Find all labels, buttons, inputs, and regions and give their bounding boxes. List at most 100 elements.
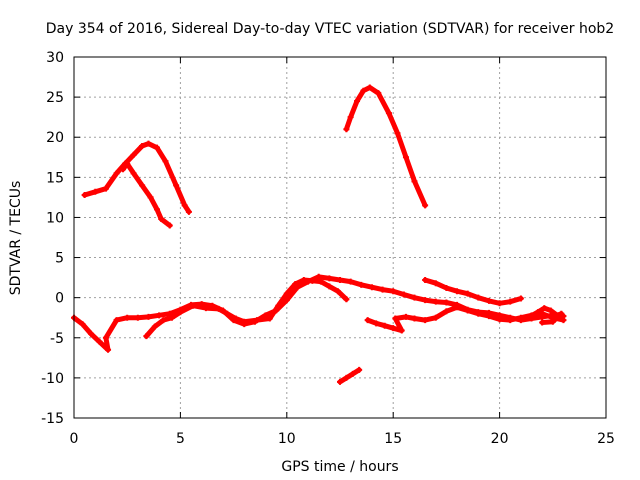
data-point bbox=[526, 313, 533, 320]
series-arc-e bbox=[143, 277, 350, 340]
data-point bbox=[475, 310, 482, 317]
y-tick-label: -15 bbox=[41, 411, 64, 427]
data-point bbox=[485, 297, 492, 304]
data-point bbox=[79, 321, 86, 328]
data-point bbox=[354, 98, 361, 105]
data-point bbox=[254, 317, 261, 324]
data-point bbox=[309, 277, 316, 284]
data-point bbox=[166, 222, 173, 229]
series-arc-a bbox=[81, 140, 192, 215]
data-point bbox=[275, 302, 282, 309]
data-point bbox=[145, 140, 152, 147]
data-point bbox=[443, 299, 450, 306]
data-point bbox=[549, 318, 556, 325]
data-point bbox=[411, 315, 418, 322]
x-tick-label: 15 bbox=[384, 431, 402, 447]
data-point bbox=[368, 284, 375, 291]
x-tick-label: 10 bbox=[278, 431, 296, 447]
series-line bbox=[337, 367, 362, 385]
data-point bbox=[432, 314, 439, 321]
series-line bbox=[422, 277, 524, 306]
x-tick-label: 0 bbox=[70, 431, 79, 447]
data-point bbox=[151, 323, 158, 330]
data-point bbox=[162, 158, 169, 165]
y-tick-label: 0 bbox=[55, 291, 64, 307]
data-point bbox=[432, 298, 439, 305]
data-point bbox=[366, 84, 373, 91]
data-point bbox=[402, 313, 409, 320]
data-point bbox=[96, 338, 103, 345]
data-point bbox=[145, 313, 152, 320]
data-point bbox=[402, 154, 409, 161]
data-point bbox=[185, 208, 192, 215]
data-point bbox=[432, 280, 439, 287]
data-point bbox=[283, 290, 290, 297]
data-point bbox=[139, 143, 146, 150]
data-point bbox=[81, 191, 88, 198]
data-point bbox=[485, 313, 492, 320]
series-arc-b bbox=[119, 160, 173, 229]
axis-ticks: 0 5 10 15 20 25 -15 -10 -5 0 5 10 15 20 25 30 bbox=[41, 50, 615, 447]
x-tick-label: 20 bbox=[491, 431, 509, 447]
y-tick-label: 5 bbox=[55, 251, 64, 267]
data-point bbox=[130, 170, 137, 177]
data-point bbox=[337, 277, 343, 284]
series-arc-i bbox=[526, 305, 565, 326]
data-point bbox=[343, 374, 350, 381]
data-point bbox=[364, 317, 371, 324]
data-point bbox=[517, 295, 524, 302]
data-point bbox=[454, 288, 461, 295]
data-point bbox=[119, 166, 126, 173]
data-point bbox=[496, 300, 503, 307]
data-point bbox=[215, 305, 222, 312]
data-point bbox=[292, 281, 299, 288]
data-point bbox=[105, 346, 112, 353]
data-point bbox=[443, 285, 450, 292]
data-point bbox=[168, 314, 175, 321]
data-point bbox=[139, 182, 146, 189]
data-point bbox=[326, 275, 333, 282]
data-point bbox=[392, 315, 399, 322]
data-point bbox=[153, 144, 160, 151]
data-point bbox=[443, 308, 450, 315]
data-point bbox=[315, 273, 322, 280]
data-point bbox=[394, 130, 401, 137]
data-point bbox=[356, 366, 363, 373]
series-arc-h bbox=[337, 366, 363, 385]
data-point bbox=[547, 307, 554, 314]
data-point bbox=[507, 317, 514, 324]
x-tick-label: 5 bbox=[176, 431, 185, 447]
data-point bbox=[539, 319, 546, 326]
data-point bbox=[202, 305, 209, 312]
plot-frame bbox=[73, 56, 607, 419]
data-point bbox=[113, 317, 120, 324]
data-point bbox=[92, 188, 99, 195]
data-point bbox=[381, 322, 388, 329]
data-point bbox=[398, 327, 405, 334]
data-point bbox=[88, 330, 95, 337]
data-point bbox=[190, 302, 197, 309]
data-point bbox=[147, 194, 154, 201]
data-point bbox=[173, 182, 180, 189]
series-line bbox=[143, 277, 349, 339]
data-point bbox=[156, 312, 163, 319]
data-series-group bbox=[71, 84, 567, 385]
x-axis-label: GPS time / hours bbox=[281, 459, 398, 475]
data-point bbox=[343, 296, 350, 303]
data-point bbox=[560, 317, 567, 324]
data-point bbox=[411, 178, 418, 185]
chart-title: Day 354 of 2016, Sidereal Day-to-day VTE… bbox=[46, 21, 614, 37]
data-point bbox=[422, 202, 429, 209]
data-point bbox=[158, 216, 165, 223]
data-point bbox=[360, 87, 367, 94]
series-arc-c bbox=[343, 84, 429, 209]
data-point bbox=[130, 151, 137, 158]
data-point bbox=[300, 277, 307, 284]
y-tick-label: 30 bbox=[46, 50, 64, 66]
y-tick-label: 25 bbox=[46, 90, 64, 106]
data-point bbox=[160, 317, 167, 324]
data-point bbox=[411, 294, 418, 301]
data-point bbox=[554, 312, 561, 319]
data-point bbox=[134, 314, 141, 321]
data-point bbox=[181, 202, 188, 209]
